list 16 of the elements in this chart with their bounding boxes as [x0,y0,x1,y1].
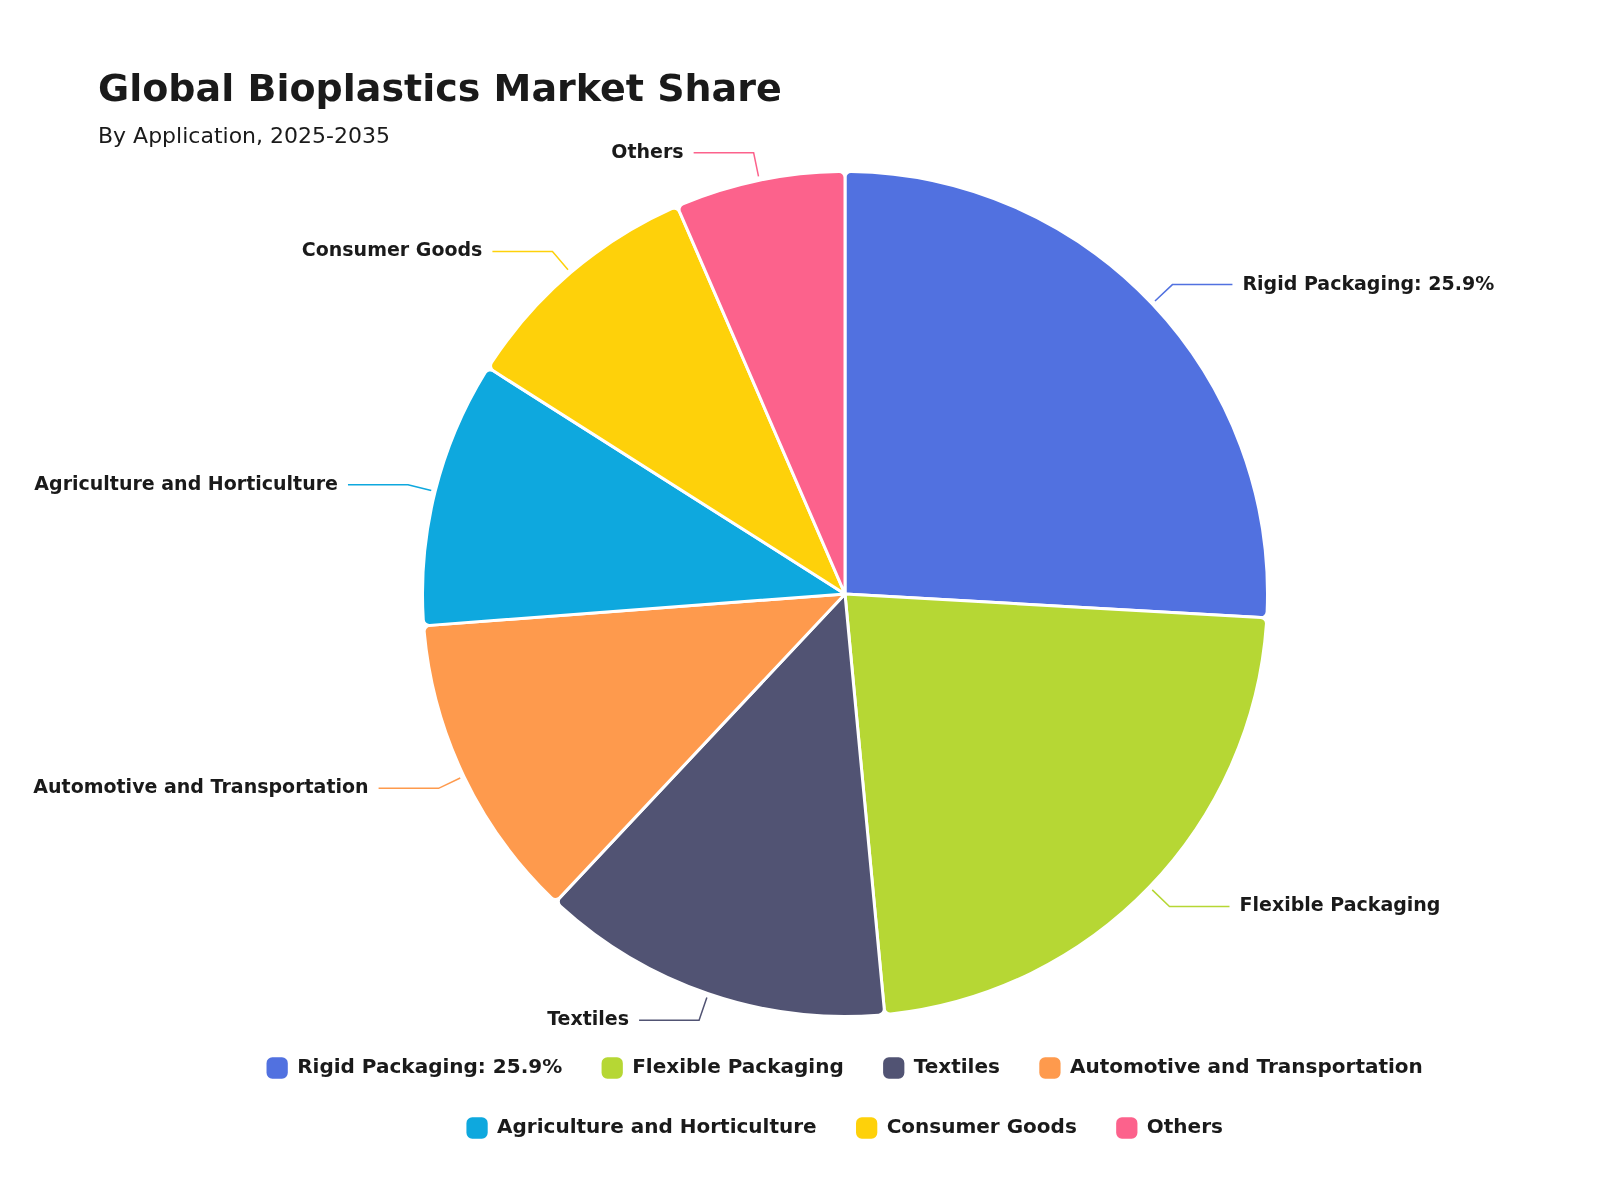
chart-subtitle: By Application, 2025-2035 [98,122,390,148]
legend-label: Agriculture and Horticulture [497,1114,817,1139]
legend-label: Rigid Packaging: 25.9% [297,1054,563,1079]
slice-label: Others [611,139,684,162]
slice-label: Rigid Packaging: 25.9% [1242,271,1495,294]
slice-label: Flexible Packaging [1239,893,1441,916]
chart-title: Global Bioplastics Market Share [98,65,782,110]
slice-label: Agriculture and Horticulture [34,471,338,494]
slice-label: Textiles [547,1007,630,1030]
legend-label: Others [1146,1114,1223,1139]
legend-label: Textiles [913,1054,1000,1079]
legend-label: Flexible Packaging [632,1054,844,1079]
legend-label: Consumer Goods [886,1114,1077,1139]
slice-label: Consumer Goods [301,238,483,261]
slice-label: Automotive and Transportation [33,775,369,798]
legend-label: Automotive and Transportation [1069,1054,1423,1079]
